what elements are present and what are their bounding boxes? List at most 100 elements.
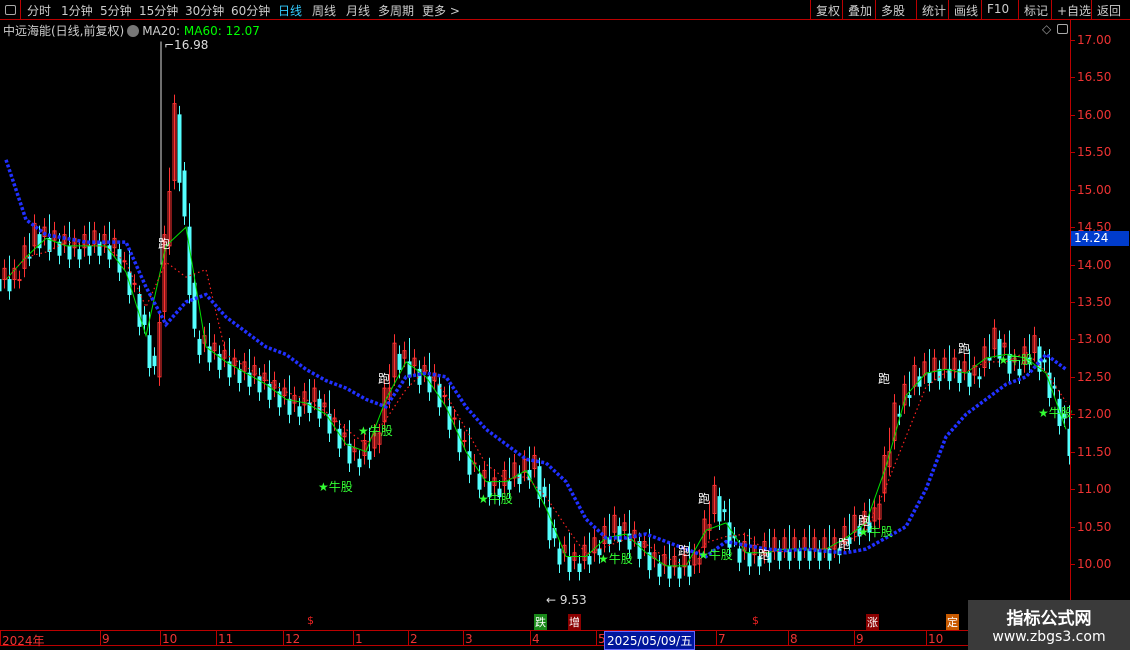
candle-body [372, 432, 377, 449]
candle-body [612, 514, 617, 533]
candle-body [657, 563, 662, 577]
candle-body [147, 335, 152, 369]
run-signal: 跑 [878, 371, 891, 386]
period-tab[interactable]: 月线 [346, 4, 371, 18]
candle-body [952, 357, 957, 370]
period-tab[interactable]: 多周期 [378, 4, 415, 18]
candle-body [262, 372, 267, 382]
candle-body [142, 314, 147, 325]
candle-body [567, 556, 572, 573]
candle-body [1022, 346, 1027, 365]
candle-body [507, 481, 512, 490]
candle-body [287, 398, 292, 415]
candle-body [587, 556, 592, 565]
toolbar-button[interactable]: 复权 [810, 0, 845, 20]
candle-body [767, 552, 772, 563]
candle-body [542, 486, 547, 498]
dropdown-icon[interactable] [127, 25, 140, 37]
toolbar-button[interactable]: 标记 [1018, 0, 1053, 20]
toolbar-button[interactable]: F10 [981, 0, 1014, 20]
candle-body [897, 413, 902, 417]
period-tab[interactable]: 1分钟 [61, 4, 93, 18]
toolbar-button[interactable]: 统计 [916, 0, 951, 20]
candle-body [157, 322, 162, 378]
candlestick-chart[interactable] [0, 0, 1070, 630]
period-tab[interactable]: 5分钟 [100, 4, 132, 18]
run-signal: 跑 [758, 547, 771, 562]
toolbar-button[interactable]: +自选 [1051, 0, 1096, 20]
candle-body [337, 428, 342, 449]
candle-body [982, 346, 987, 369]
candle-body [7, 279, 12, 292]
candle-body [637, 541, 642, 559]
diamond-icon[interactable]: ◇ [1042, 22, 1052, 36]
event-marker[interactable]: $ [307, 614, 314, 627]
candle-body [167, 191, 172, 247]
run-signal: 跑 [378, 371, 391, 386]
candle-body [467, 451, 472, 475]
event-marker[interactable]: 增 [568, 614, 581, 630]
event-marker[interactable]: 定 [946, 614, 959, 630]
period-tab[interactable]: 日线 [278, 4, 303, 18]
event-marker[interactable]: 涨 [866, 614, 879, 630]
panel-toggle-icon[interactable] [0, 0, 21, 20]
current-price-label: 14.24 [1071, 231, 1129, 246]
ma-green-line [5, 226, 1067, 567]
price-tick: 11.50 [1070, 444, 1112, 459]
price-tick: 17.00 [1070, 33, 1112, 47]
candle-body [97, 241, 102, 256]
candle-body [242, 361, 247, 372]
candle-body [677, 567, 682, 579]
candle-body [327, 413, 332, 434]
toolbar-button[interactable]: 多股 [875, 0, 910, 20]
price-tick: 16.50 [1070, 70, 1112, 85]
candle-body [177, 114, 182, 183]
candle-body [387, 387, 392, 400]
price-tick: 10.00 [1070, 557, 1112, 572]
period-tab[interactable]: 周线 [312, 4, 337, 18]
time-label: 8 [788, 631, 798, 646]
toolbar-button[interactable]: 画线 [948, 0, 983, 20]
candle-body [342, 432, 347, 438]
ma60-label: MA60: 12.07 [183, 24, 260, 38]
candle-body [737, 548, 742, 563]
candle-body [602, 526, 607, 544]
candle-body [947, 368, 952, 382]
ma20-label: MA20: [142, 24, 181, 38]
candle-body [557, 548, 562, 565]
candle-body [987, 357, 992, 361]
time-label: 10 [925, 631, 944, 646]
period-tab[interactable]: 30分钟 [185, 4, 225, 18]
candle-body [957, 368, 962, 383]
time-label: 2024年 [0, 631, 45, 648]
cursor-date: 2025/05/09/五 [604, 631, 696, 650]
price-tick: 12.50 [1070, 369, 1112, 384]
event-marker[interactable]: $ [752, 614, 759, 627]
panel-toggle-icon[interactable] [1057, 24, 1068, 34]
toolbar-button[interactable]: 返回 [1091, 0, 1126, 20]
price-axis: 17.00 16.50 16.00 15.50 15.00 14.50 14.00 13.50… [1070, 20, 1130, 630]
event-marker[interactable]: 跌 [534, 614, 547, 630]
candle-body [17, 279, 22, 282]
period-tab[interactable]: 60分钟 [231, 4, 271, 18]
candle-body [672, 556, 677, 568]
candle-body [927, 372, 932, 383]
candle-body [2, 267, 7, 281]
period-tab[interactable]: 更多 > [422, 4, 460, 18]
candle-body [1007, 353, 1012, 374]
candle-body [907, 395, 912, 398]
bull-signal: ★牛股 [598, 551, 633, 566]
candle-body [247, 372, 252, 387]
candle-body [712, 484, 717, 514]
period-tab[interactable]: 分时 [27, 4, 52, 18]
toolbar-button[interactable]: 叠加 [842, 0, 877, 20]
candle-body [452, 417, 457, 420]
candle-body [1042, 359, 1047, 363]
bull-signal: ★牛股 [318, 480, 353, 495]
period-tab[interactable]: 15分钟 [139, 4, 179, 18]
candle-body [307, 402, 312, 413]
chart-info: 中远海能(日线,前复权) MA20: MA60: 12.07 [3, 22, 260, 39]
candle-body [172, 103, 177, 181]
candle-body [92, 230, 97, 245]
candle-body [477, 473, 482, 490]
